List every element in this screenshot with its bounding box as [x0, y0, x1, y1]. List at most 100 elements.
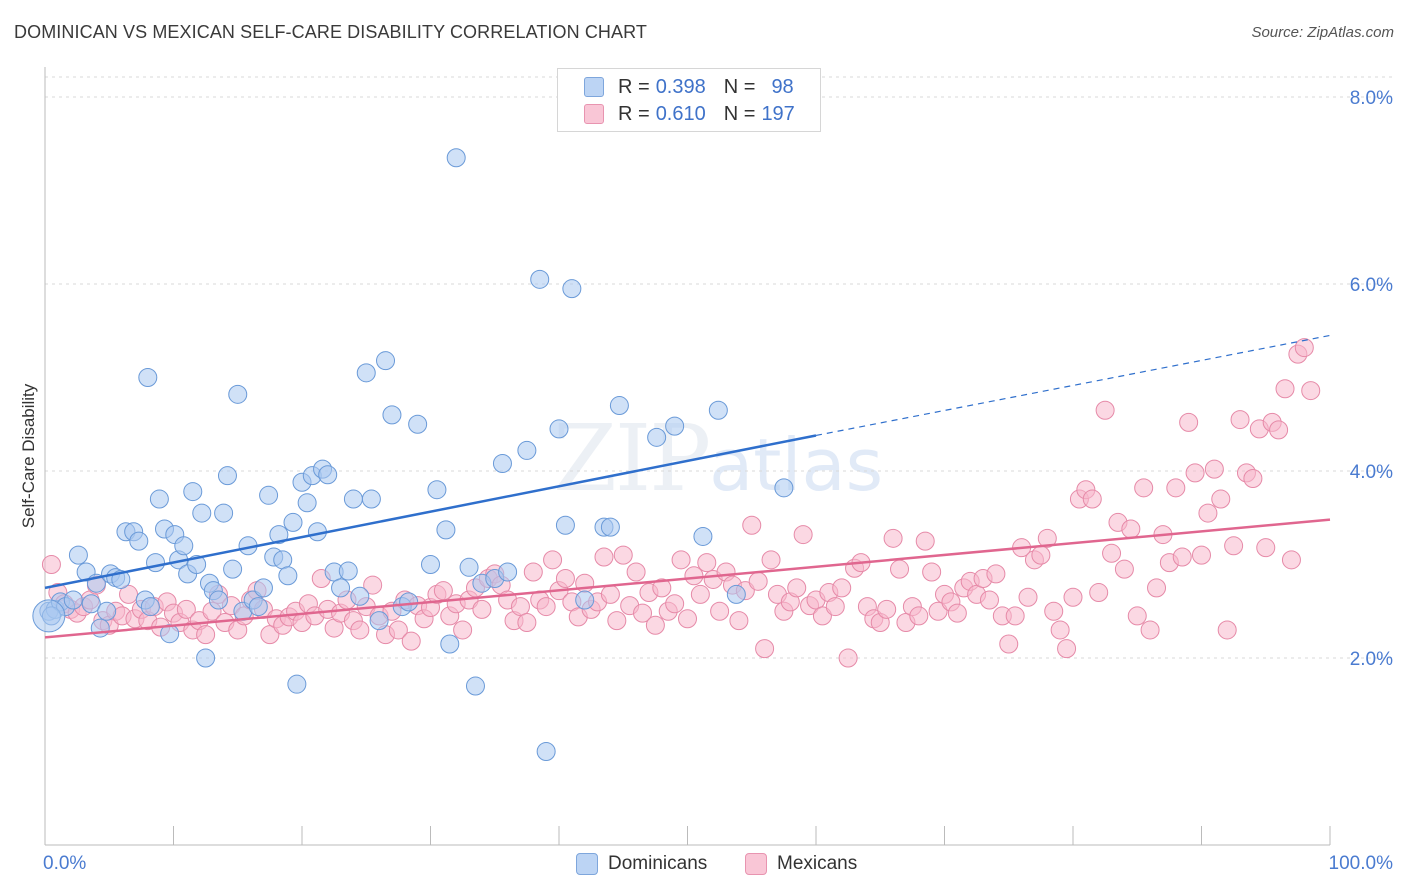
dominican-point [343, 489, 363, 509]
mexican-point [748, 571, 768, 591]
dominican-point [68, 545, 88, 565]
dominican-point [774, 478, 794, 498]
mexican-point [928, 601, 948, 621]
dominican-point [399, 592, 419, 612]
dominican-point [331, 578, 351, 598]
mexican-point [1211, 489, 1231, 509]
mexican-point [761, 550, 781, 570]
mexican-point [543, 550, 563, 570]
dominican-point [446, 148, 466, 168]
mexican-point [600, 584, 620, 604]
y-tick-label: 2.0% [1350, 649, 1393, 670]
mexican-point [812, 606, 832, 626]
mexican-point [755, 639, 775, 659]
dominican-point [223, 559, 243, 579]
dominicans-swatch [576, 853, 598, 875]
mexican-point [710, 601, 730, 621]
dominican-point [287, 674, 307, 694]
mexican-r-value: 0.610 [655, 102, 706, 125]
mexican-point [41, 555, 61, 574]
mexican-point [825, 597, 845, 617]
mexican-point [1147, 578, 1167, 598]
dominican-point [726, 584, 746, 604]
dominican-point [248, 597, 268, 617]
dominican-point [427, 480, 447, 500]
mexican-point [523, 562, 543, 582]
mexican-point [517, 612, 537, 632]
dominican-r-value: 0.398 [655, 75, 706, 98]
dominican-point [228, 384, 248, 404]
dominican-point [149, 489, 169, 509]
dominican-point [361, 489, 381, 509]
mexican-point [1256, 538, 1276, 558]
mexican-point [1102, 543, 1122, 563]
mexican-point [671, 550, 691, 570]
legend-item-dominicans: Dominicans [576, 851, 707, 877]
mexican-point [1281, 550, 1301, 570]
mexican-point [890, 559, 910, 579]
mexican-point [555, 569, 575, 589]
dominican-point [356, 363, 376, 383]
dominican-point [253, 578, 273, 598]
trend-lines [44, 334, 1331, 639]
dominican-point [138, 368, 158, 387]
mexican-point [1179, 412, 1199, 432]
mexican-point [1224, 536, 1244, 556]
mexican-point [594, 547, 614, 567]
mexican-point [787, 578, 807, 598]
axes [44, 67, 1331, 846]
dominican-point [665, 416, 685, 436]
mexican-point [1185, 463, 1205, 483]
mexicans-label: Mexicans [777, 853, 858, 874]
dominican-point [436, 520, 456, 540]
dominican-point [338, 561, 358, 581]
mexican-point [196, 625, 216, 645]
mexican-point [1243, 468, 1263, 488]
mexican-point [1095, 400, 1115, 420]
dominican-r-label: R = [618, 75, 650, 98]
dominican-point [600, 517, 620, 537]
dominican-point [708, 400, 728, 420]
watermark: ZIPatlas [553, 405, 883, 512]
dominican-point [214, 503, 234, 523]
dominican-point [259, 485, 279, 505]
y-tick-label: 4.0% [1350, 462, 1393, 483]
mexican-point [1166, 478, 1186, 498]
dominican-point [376, 351, 396, 371]
mexican-point [1089, 583, 1109, 603]
mexican-point [883, 528, 903, 548]
dominican-point [273, 550, 293, 570]
mexican-point [119, 584, 139, 604]
mexican-point [1198, 503, 1218, 523]
dominican-point [90, 618, 110, 638]
dominican-point [498, 562, 518, 582]
dominican-point [283, 512, 303, 532]
mexican-point [697, 553, 717, 573]
dominican-point [217, 466, 237, 486]
mexican-point [690, 584, 710, 604]
mexican-point [1057, 639, 1077, 659]
mexican-point [915, 531, 935, 551]
mexican-point [1230, 410, 1250, 430]
dominican-point [575, 590, 595, 610]
dominican-point [192, 503, 212, 523]
mexican-point [832, 578, 852, 598]
axis-labels: 2.0% 4.0% 6.0% 8.0% 0.0% 100.0% Self-Care Disa… [19, 88, 1393, 874]
dominican-point [421, 555, 440, 574]
mexican-point [1172, 547, 1192, 567]
dominican-point [350, 586, 370, 606]
dominican-point-large [32, 599, 66, 633]
source-label: Source: ZipAtlas.com [1251, 24, 1394, 41]
watermark-zip: ZIP [553, 405, 711, 512]
mexican-point [510, 597, 530, 617]
legend-row-dominican: R = 0.398 N = 98 [584, 74, 794, 100]
mexican-point [1037, 528, 1057, 548]
dominican-point [208, 590, 228, 610]
dominican-point [382, 405, 402, 425]
mexican-point [176, 599, 196, 619]
legend-row-mexican: R = 0.610 N = 197 [584, 101, 795, 127]
mexican-point [536, 597, 556, 617]
mexican-point [684, 566, 704, 586]
mexican-point [1044, 601, 1064, 621]
mexican-point [1217, 620, 1237, 640]
